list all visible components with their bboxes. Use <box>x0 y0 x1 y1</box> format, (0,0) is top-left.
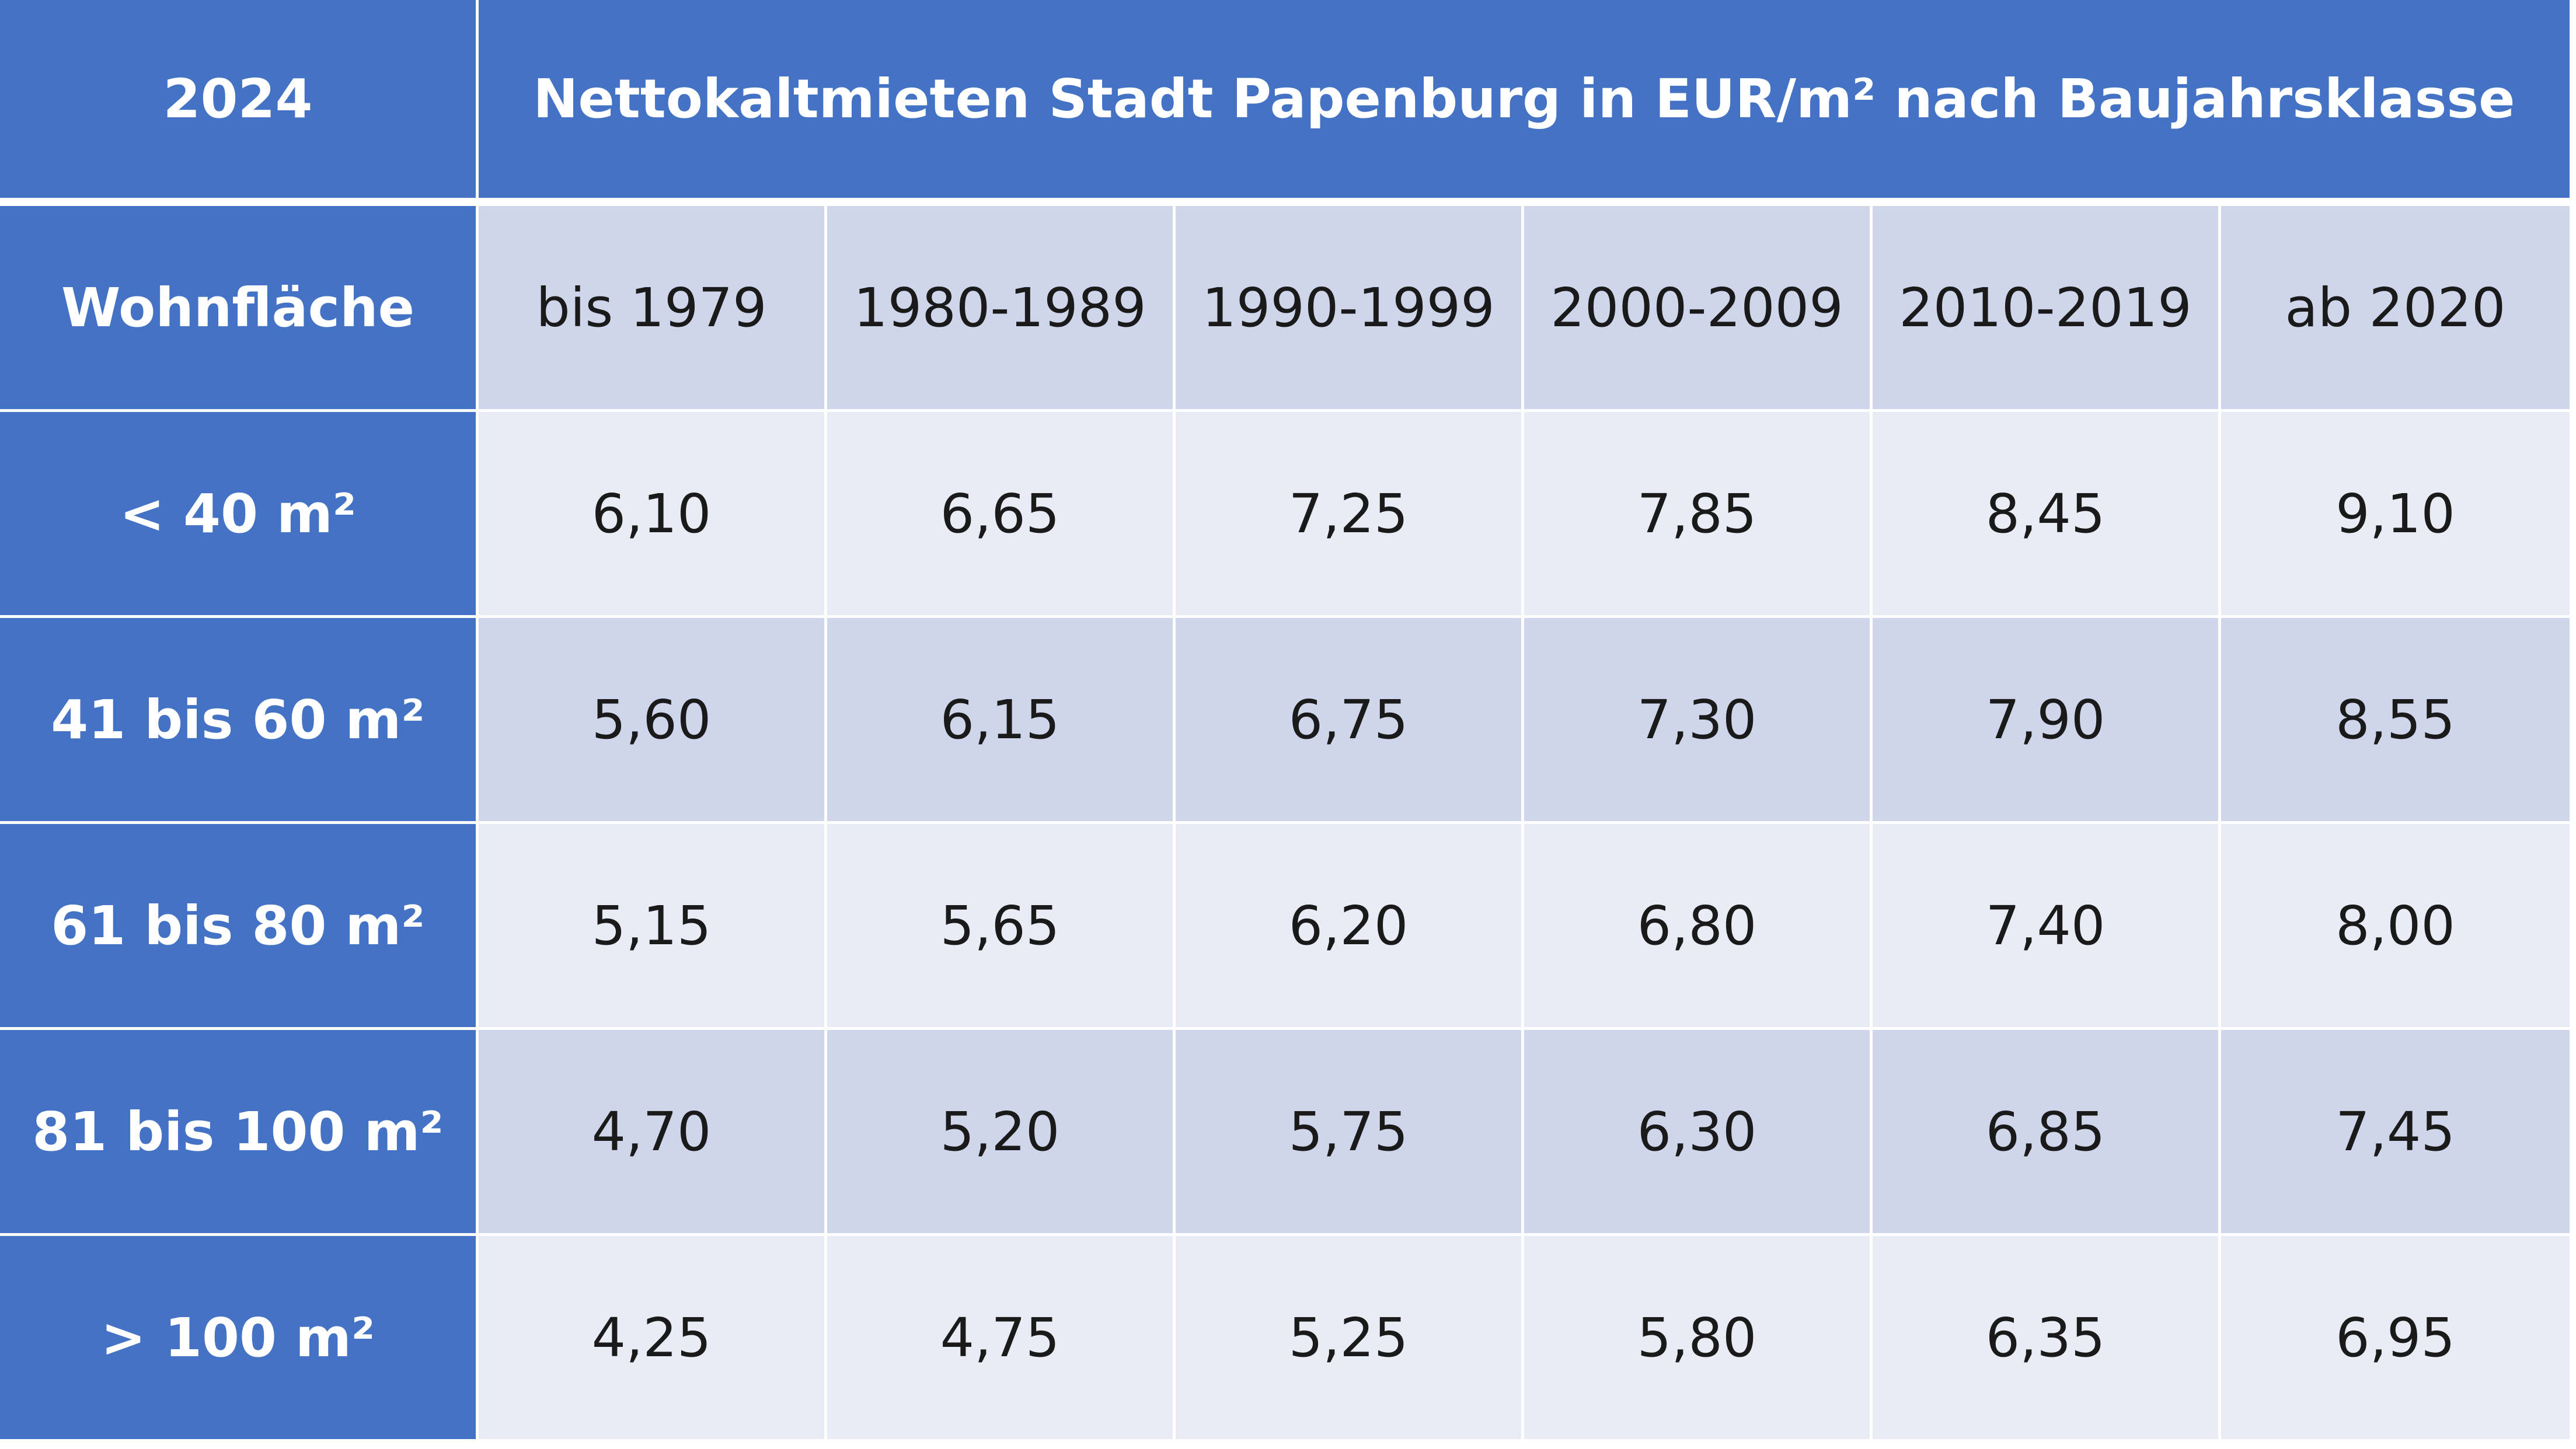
table-cell: 5,80 <box>1524 1236 1873 1442</box>
table-cell: 9,10 <box>2221 412 2570 618</box>
table-cell: 7,25 <box>1176 412 1524 618</box>
table-cell: 7,85 <box>1524 412 1873 618</box>
table-cell: 5,75 <box>1176 1030 1524 1236</box>
column-header: bis 1979 <box>479 206 827 412</box>
table-cell: 4,25 <box>479 1236 827 1442</box>
column-header: 2010-2019 <box>1873 206 2221 412</box>
table-cell: 7,45 <box>2221 1030 2570 1236</box>
table-cell: 8,55 <box>2221 618 2570 824</box>
row-label: < 40 m² <box>0 412 479 618</box>
column-header: 2000-2009 <box>1524 206 1873 412</box>
table-cell: 5,65 <box>827 824 1176 1030</box>
table-cell: 4,75 <box>827 1236 1176 1442</box>
table-cell: 7,40 <box>1873 824 2221 1030</box>
table-cell: 5,25 <box>1176 1236 1524 1442</box>
table-cell: 8,00 <box>2221 824 2570 1030</box>
column-header: 1990-1999 <box>1176 206 1524 412</box>
row-label: 81 bis 100 m² <box>0 1030 479 1236</box>
table-title: Nettokaltmieten Stadt Papenburg in EUR/m… <box>479 0 2570 206</box>
table-cell: 5,20 <box>827 1030 1176 1236</box>
column-header: 1980-1989 <box>827 206 1176 412</box>
row-label: > 100 m² <box>0 1236 479 1442</box>
table-cell: 6,95 <box>2221 1236 2570 1442</box>
row-label: 41 bis 60 m² <box>0 618 479 824</box>
table-cell: 4,70 <box>479 1030 827 1236</box>
table-cell: 6,10 <box>479 412 827 618</box>
table-cell: 6,15 <box>827 618 1176 824</box>
table-cell: 7,90 <box>1873 618 2221 824</box>
row-header-label: Wohnfläche <box>0 206 479 412</box>
table-cell: 5,60 <box>479 618 827 824</box>
table-cell: 6,65 <box>827 412 1176 618</box>
column-header: ab 2020 <box>2221 206 2570 412</box>
row-label: 61 bis 80 m² <box>0 824 479 1030</box>
table-cell: 6,35 <box>1873 1236 2221 1442</box>
table-cell: 6,80 <box>1524 824 1873 1030</box>
table-cell: 5,15 <box>479 824 827 1030</box>
table-cell: 6,20 <box>1176 824 1524 1030</box>
table-cell: 8,45 <box>1873 412 2221 618</box>
table-cell: 6,85 <box>1873 1030 2221 1236</box>
year-cell: 2024 <box>0 0 479 206</box>
table-cell: 7,30 <box>1524 618 1873 824</box>
table-cell: 6,30 <box>1524 1030 1873 1236</box>
table-cell: 6,75 <box>1176 618 1524 824</box>
